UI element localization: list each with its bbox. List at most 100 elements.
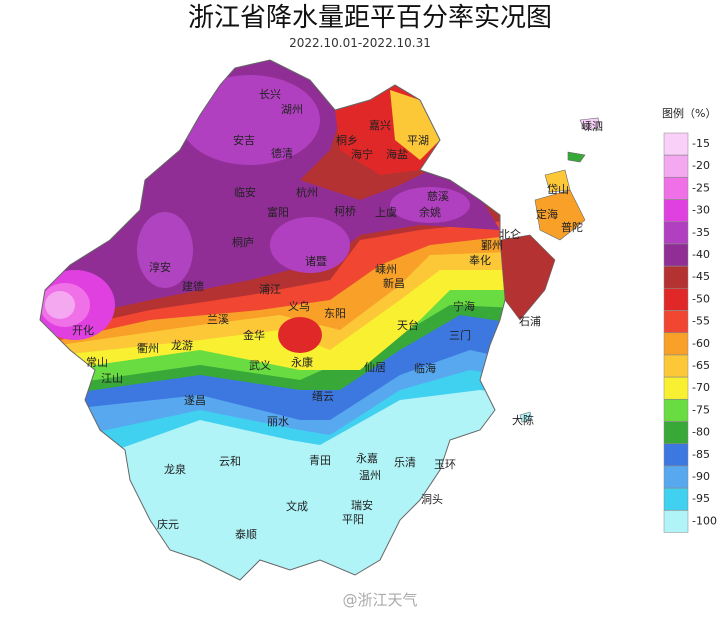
city-label: 平阳 <box>342 513 364 526</box>
city-label: 建德 <box>182 279 204 293</box>
city-label: 宁海 <box>453 299 475 313</box>
city-label: 柯桥 <box>334 205 356 218</box>
city-label: 淳安 <box>149 260 171 274</box>
city-label: 瑞安 <box>351 498 373 512</box>
city-label: 安吉 <box>233 133 255 147</box>
legend-swatch <box>663 132 689 156</box>
city-label: 永嘉 <box>356 451 378 465</box>
city-label: 遂昌 <box>184 393 206 407</box>
legend-label: -30 <box>692 204 710 217</box>
legend-swatch <box>663 399 689 422</box>
city-label: 青田 <box>309 454 331 467</box>
city-label: 开化 <box>72 323 94 337</box>
legend-label: -25 <box>692 181 710 194</box>
legend-label: -85 <box>692 448 710 461</box>
city-label: 临安 <box>234 185 256 199</box>
legend-swatch <box>663 154 689 178</box>
city-label: 上虞 <box>375 205 397 219</box>
city-label: 天台 <box>397 318 419 332</box>
city-label: 文成 <box>286 499 308 513</box>
city-label: 长兴 <box>259 88 281 101</box>
legend-label: -65 <box>692 359 710 372</box>
legend-label: -55 <box>692 315 710 328</box>
legend-label: -45 <box>692 270 710 283</box>
legend-label: -70 <box>692 381 710 394</box>
legend-swatch <box>663 487 689 511</box>
legend-label: -90 <box>692 470 710 483</box>
city-label: 金华 <box>243 328 265 342</box>
city-label: 普陀 <box>561 220 583 234</box>
city-label: 泰顺 <box>235 527 257 541</box>
city-label: 常山 <box>86 356 108 369</box>
legend-label: -75 <box>692 403 710 416</box>
legend-swatch <box>663 376 689 400</box>
city-label: 三门 <box>449 328 471 342</box>
city-label: 奉化 <box>469 253 491 267</box>
city-label: 龙泉 <box>164 462 186 476</box>
legend-swatch <box>663 465 689 489</box>
city-label: 鄞州 <box>481 239 503 252</box>
city-label: 云和 <box>219 455 241 468</box>
city-label: 临海 <box>414 361 436 375</box>
city-label: 缙云 <box>312 389 334 403</box>
legend-swatch <box>663 288 689 311</box>
city-label: 义乌 <box>288 299 310 313</box>
title: 浙江省降水量距平百分率实况图 <box>188 3 552 33</box>
city-label: 北仑 <box>499 227 521 241</box>
city-label: 庆元 <box>157 517 179 531</box>
legend-title: 图例（%） <box>662 106 716 120</box>
watermark: @浙江天气 <box>342 591 417 609</box>
city-label: 海盐 <box>386 147 408 161</box>
subtitle: 2022.10.01-2022.10.31 <box>289 36 431 50</box>
legend-swatch <box>663 510 689 533</box>
legend-label: -80 <box>692 426 710 439</box>
city-label: 龙游 <box>171 339 193 352</box>
city-label: 诸暨 <box>305 255 327 268</box>
city-label: 温州 <box>359 469 381 482</box>
legend-swatch <box>663 421 689 444</box>
city-label: 桐乡 <box>336 133 358 147</box>
city-label: 湖州 <box>281 103 303 116</box>
city-label: 嘉兴 <box>369 118 391 132</box>
legend-swatch <box>663 332 689 356</box>
city-label: 余姚 <box>419 205 441 219</box>
city-label: 武义 <box>249 359 271 372</box>
city-label: 定海 <box>536 207 558 221</box>
legend-swatch <box>663 199 689 222</box>
city-label: 江山 <box>101 372 123 385</box>
city-label: 岱山 <box>547 182 569 196</box>
province-outline <box>39 59 511 581</box>
city-label: 慈溪 <box>427 189 449 203</box>
legend-swatch <box>663 354 689 378</box>
legend-label: -95 <box>692 492 710 505</box>
legend-swatch <box>663 310 689 333</box>
legend-label: -20 <box>692 159 710 172</box>
city-label: 海宁 <box>351 147 373 161</box>
city-label: 兰溪 <box>207 313 229 326</box>
city-label: 嵊州 <box>375 263 397 276</box>
legend-label: -50 <box>692 292 710 305</box>
city-label: 大陈 <box>512 413 534 427</box>
legend-swatch <box>663 221 689 245</box>
city-label: 桐庐 <box>232 235 254 249</box>
legend: -15 -20 -25 -30 -35 -40 -45 -50 -55 -60 -65 -70 -75 -… <box>663 132 717 533</box>
city-label: 石浦 <box>519 315 541 328</box>
legend-swatch <box>663 177 689 200</box>
legend-swatch <box>663 443 689 467</box>
legend-label: -15 <box>692 137 710 150</box>
city-label: 乐清 <box>394 456 416 469</box>
legend-label: -40 <box>692 248 710 261</box>
city-label: 永康 <box>291 355 313 369</box>
islands <box>499 117 601 423</box>
city-label: 杭州 <box>296 185 318 199</box>
city-label: 仙居 <box>364 361 386 374</box>
city-label: 新昌 <box>383 276 405 290</box>
city-label: 丽水 <box>267 415 289 428</box>
legend-swatch <box>663 265 689 289</box>
city-label: 衢州 <box>137 342 159 355</box>
legend-swatch <box>663 243 689 267</box>
legend-label: -35 <box>692 226 710 239</box>
